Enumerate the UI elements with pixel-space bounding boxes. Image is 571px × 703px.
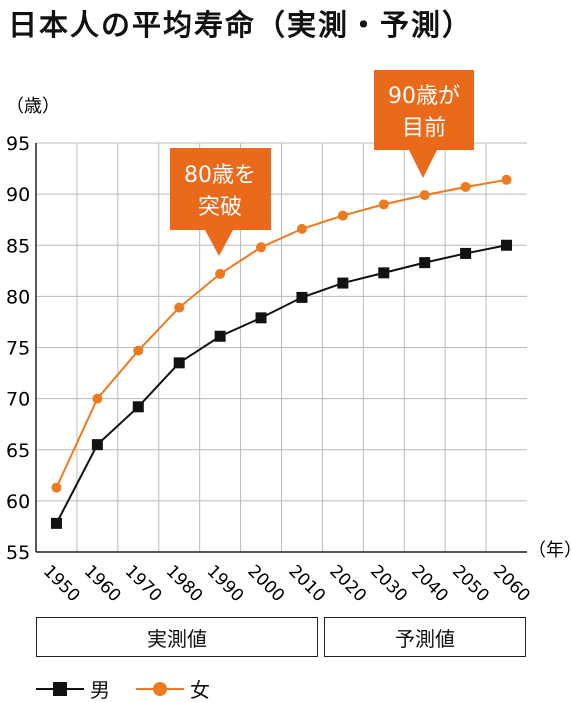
- series-0-point: [378, 267, 390, 279]
- x-tick-label: 1990: [203, 561, 248, 606]
- series-line-0: [55, 244, 507, 524]
- x-tick-label: 1960: [80, 561, 125, 606]
- x-tick-label: 1970: [121, 561, 166, 606]
- legend-item-female: 女: [136, 674, 210, 703]
- series-1-point: [174, 302, 185, 313]
- x-tick-labels: 1950196019701980199020002010202020302040…: [39, 561, 534, 606]
- y-tick-label: 70: [6, 389, 30, 411]
- series-0-point: [419, 257, 431, 269]
- series-1-point: [337, 210, 348, 221]
- series-0-point: [50, 517, 62, 529]
- y-axis-label: （歳）: [6, 96, 60, 117]
- legend-square-marker-icon: [36, 681, 84, 696]
- y-tick-label: 60: [6, 491, 30, 513]
- series-1-point: [215, 268, 226, 279]
- x-tick-label: 2030: [366, 561, 411, 606]
- series-0-point: [173, 357, 185, 369]
- series-0-point: [337, 277, 349, 289]
- series-layer: [50, 174, 513, 529]
- series-1-point: [256, 242, 267, 253]
- series-0-point: [214, 330, 226, 342]
- series-1-point: [378, 199, 389, 210]
- x-tick-label: 2040: [407, 561, 452, 606]
- callout-80-line1: 80歳を: [184, 163, 256, 188]
- legend: 男 女: [36, 674, 236, 703]
- callout-90-line2: 目前: [402, 116, 446, 141]
- series-0-point: [91, 439, 103, 451]
- series-1-point: [296, 223, 307, 234]
- section-projected: 予測値: [324, 617, 526, 657]
- callout-90: 90歳が 目前: [374, 70, 474, 178]
- series-0-point: [460, 247, 472, 259]
- section-observed: 実測値: [36, 617, 318, 657]
- series-1-point: [92, 393, 103, 404]
- legend-item-male: 男: [36, 674, 110, 703]
- series-1-point: [133, 345, 144, 356]
- y-tick-labels: 55 60 65 70 75 80 85 90 95: [6, 133, 30, 564]
- series-1-point: [419, 190, 430, 201]
- x-tick-label: 2010: [284, 561, 329, 606]
- legend-label-male: 男: [90, 678, 110, 702]
- series-0-point: [255, 312, 267, 324]
- y-tick-label: 85: [6, 235, 30, 257]
- callout-90-line1: 90歳が: [388, 84, 460, 109]
- series-0-point: [296, 291, 308, 303]
- y-tick-label: 80: [6, 286, 30, 308]
- series-0-point: [132, 401, 144, 413]
- x-axis-label: （年）: [528, 540, 571, 561]
- series-1-point: [501, 174, 512, 185]
- x-tick-label: 2000: [244, 561, 289, 606]
- y-tick-label: 55: [6, 542, 30, 564]
- grid-lines: [35, 142, 527, 553]
- section-projected-label: 予測値: [395, 626, 455, 651]
- legend-label-female: 女: [190, 678, 210, 702]
- y-tick-label: 90: [6, 184, 30, 206]
- x-tick-label: 2020: [325, 561, 370, 606]
- callout-80-line2: 突破: [198, 195, 242, 220]
- x-tick-label: 1950: [39, 561, 84, 606]
- series-0-point: [501, 239, 513, 251]
- series-line-1: [55, 178, 507, 489]
- x-tick-label: 2050: [448, 561, 493, 606]
- series-1-point: [460, 181, 471, 192]
- y-tick-label: 75: [6, 338, 30, 360]
- y-tick-label: 65: [6, 440, 30, 462]
- series-1-point: [51, 482, 62, 493]
- y-tick-label: 95: [6, 133, 30, 155]
- page-title: 日本人の平均寿命（実測・予測）: [8, 8, 474, 42]
- x-tick-label: 1980: [162, 561, 207, 606]
- x-tick-label: 2060: [489, 561, 534, 606]
- section-observed-label: 実測値: [147, 626, 207, 651]
- callout-80: 80歳を 突破: [170, 148, 271, 256]
- legend-circle-marker-icon: [136, 681, 184, 696]
